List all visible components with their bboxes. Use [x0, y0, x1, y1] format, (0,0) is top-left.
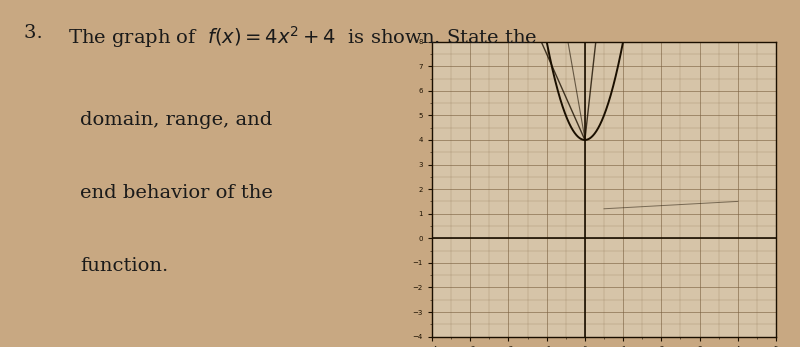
Text: The graph of  $f(x)=4x^2+4$  is shown. State the: The graph of $f(x)=4x^2+4$ is shown. Sta…: [68, 24, 538, 50]
Text: domain, range, and: domain, range, and: [80, 111, 272, 129]
Text: end behavior of the: end behavior of the: [80, 184, 273, 202]
Text: 3.: 3.: [24, 24, 49, 42]
Text: function.: function.: [80, 257, 168, 275]
